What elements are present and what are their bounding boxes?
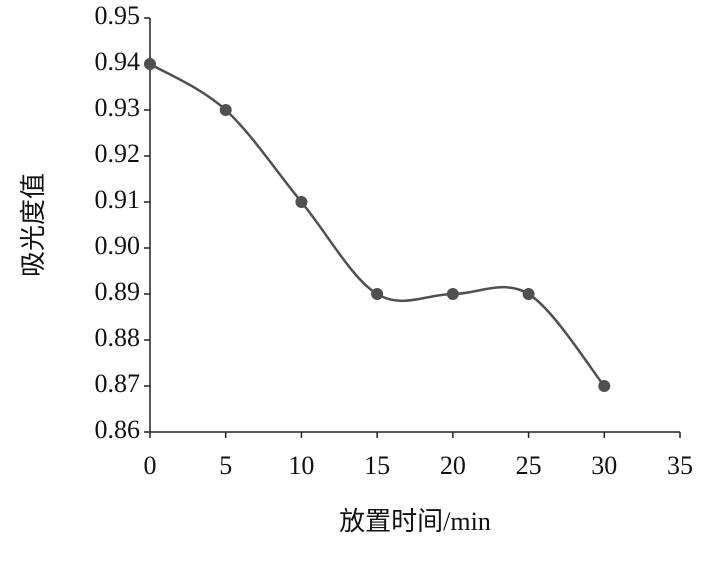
y-tick-label: 0.95 — [95, 1, 141, 30]
y-tick-label: 0.88 — [95, 323, 141, 352]
x-tick-label: 10 — [288, 451, 314, 480]
x-tick-label: 35 — [667, 451, 693, 480]
point — [295, 196, 308, 208]
point — [144, 58, 156, 70]
x-tick-label: 25 — [516, 451, 542, 480]
y-axis-label: 吸光度值 — [19, 173, 48, 277]
x-tick-label: 30 — [591, 451, 617, 480]
y-tick-label: 0.87 — [95, 369, 141, 398]
x-tick-label: 15 — [364, 451, 390, 480]
y-tick-label: 0.93 — [95, 93, 141, 122]
point — [446, 288, 459, 300]
point — [598, 380, 611, 392]
x-axis-label: 放置时间/min — [339, 507, 491, 536]
y-tick-label: 0.91 — [95, 185, 141, 214]
point — [371, 288, 384, 300]
x-tick-label: 20 — [440, 451, 466, 480]
x-tick-label: 0 — [144, 451, 157, 480]
y-tick-label: 0.92 — [95, 139, 141, 168]
y-tick-label: 0.90 — [95, 231, 141, 260]
y-tick-label: 0.89 — [95, 277, 141, 306]
x-tick-label: 5 — [219, 451, 232, 480]
point — [219, 104, 232, 116]
point — [522, 288, 535, 300]
y-tick-label: 0.94 — [95, 47, 141, 76]
series-line — [149, 62, 606, 387]
y-tick-label: 0.86 — [95, 415, 141, 444]
